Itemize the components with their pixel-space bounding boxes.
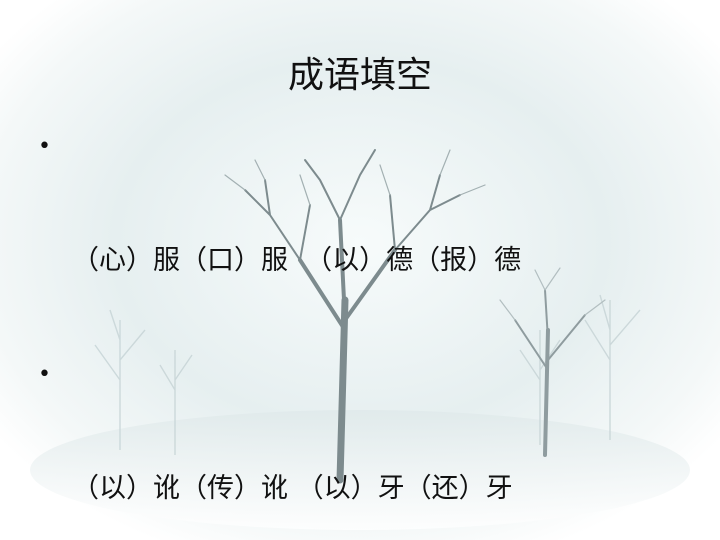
bullet-icon: • <box>38 134 51 159</box>
bullet-icon: • <box>38 362 51 387</box>
distant-trees <box>94 294 641 455</box>
main-tree <box>224 149 486 484</box>
idiom-list: • （心）服（口）服 （以）德（报）德 • （以）讹（传）讹 （以）牙（还）牙 … <box>38 128 708 540</box>
list-item: • （心）服（口）服 （以）德（报）德 <box>38 128 708 356</box>
list-item: • （以）讹（传）讹 （以）牙（还）牙 <box>38 356 708 540</box>
slide-title: 成语填空 <box>287 55 432 96</box>
right-tree <box>499 267 606 457</box>
idiom-line: （心）服（口）服 （以）德（报）德 <box>72 245 522 276</box>
idiom-line: （以）讹（传）讹 （以）牙（还）牙 <box>72 473 513 504</box>
